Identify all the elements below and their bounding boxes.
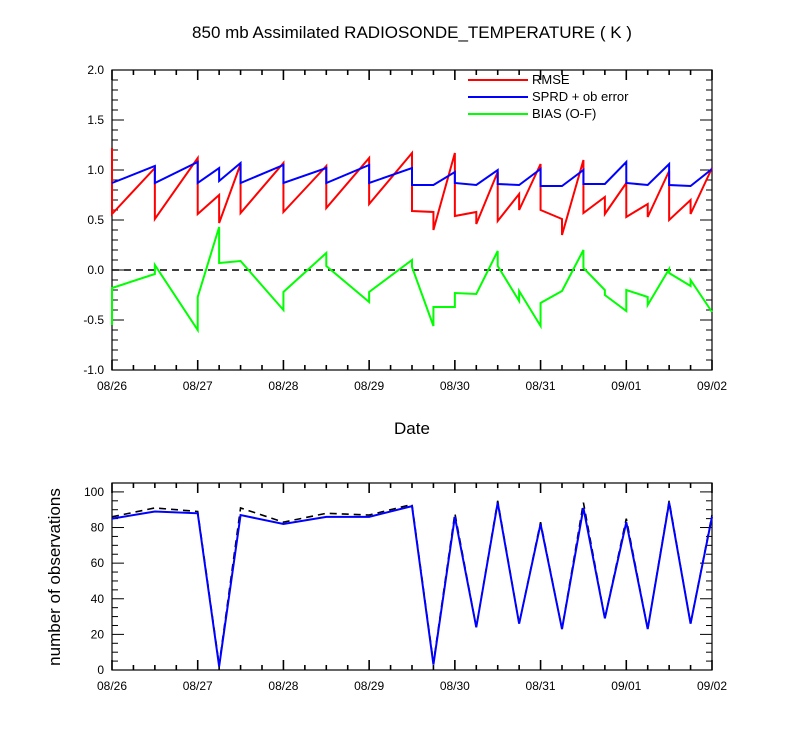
legend-label: RMSE xyxy=(532,72,570,87)
y-tick-label: 0.5 xyxy=(87,213,104,227)
x-tick-label: 08/27 xyxy=(183,379,213,393)
x-tick-label: 08/31 xyxy=(526,679,556,693)
y-tick-label: 0 xyxy=(97,663,104,677)
series-line-sprd-ob-error xyxy=(111,159,713,188)
y-tick-label: 60 xyxy=(91,556,105,570)
legend-label: BIAS (O-F) xyxy=(532,106,596,121)
x-tick-label: 09/01 xyxy=(611,379,641,393)
x-tick-label: 08/29 xyxy=(354,679,384,693)
x-tick-label: 08/30 xyxy=(440,679,470,693)
top-plot-panel: 08/26 08/27 08/28 08/29 08/30 08/31 09/01 09/02… xyxy=(83,63,727,393)
x-axis-title: Date xyxy=(394,419,430,438)
y-tick-label: 0.0 xyxy=(87,263,104,277)
x-tick-label: 09/02 xyxy=(697,679,727,693)
x-tick-label: 08/29 xyxy=(354,379,384,393)
x-tick-label: 09/02 xyxy=(697,379,727,393)
y-tick-label: 1.5 xyxy=(87,113,104,127)
y-tick-label: 1.0 xyxy=(87,163,104,177)
y-tick-label: 40 xyxy=(91,592,105,606)
x-tick-label: 09/01 xyxy=(611,679,641,693)
x-tick-label: 08/26 xyxy=(97,679,127,693)
series-line-bias-o-f xyxy=(111,226,713,334)
y-tick-label: 100 xyxy=(84,485,104,499)
y-tick-label: 20 xyxy=(91,627,105,641)
x-tick-label: 08/28 xyxy=(268,379,298,393)
y-tick-label: 2.0 xyxy=(87,63,104,77)
y-tick-label: -1.0 xyxy=(83,363,104,377)
series-line-used xyxy=(111,502,713,667)
legend: RMSE SPRD + ob error BIAS (O-F) xyxy=(468,72,629,121)
y-axis-title-observations: number of observations xyxy=(45,488,64,666)
x-tick-label: 08/27 xyxy=(183,679,213,693)
x-tick-label: 08/31 xyxy=(526,379,556,393)
y-tick-label: -0.5 xyxy=(83,313,104,327)
bottom-plot-panel: 08/26 08/27 08/28 08/29 08/30 08/31 09/01 09/02… xyxy=(84,482,727,693)
y-tick-label: 80 xyxy=(91,521,105,535)
x-tick-label: 08/28 xyxy=(268,679,298,693)
x-tick-label: 08/26 xyxy=(97,379,127,393)
x-tick-label: 08/30 xyxy=(440,379,470,393)
legend-label: SPRD + ob error xyxy=(532,89,629,104)
series-line-rmse xyxy=(111,148,713,236)
chart-title: 850 mb Assimilated RADIOSONDE_TEMPERATUR… xyxy=(192,23,632,42)
